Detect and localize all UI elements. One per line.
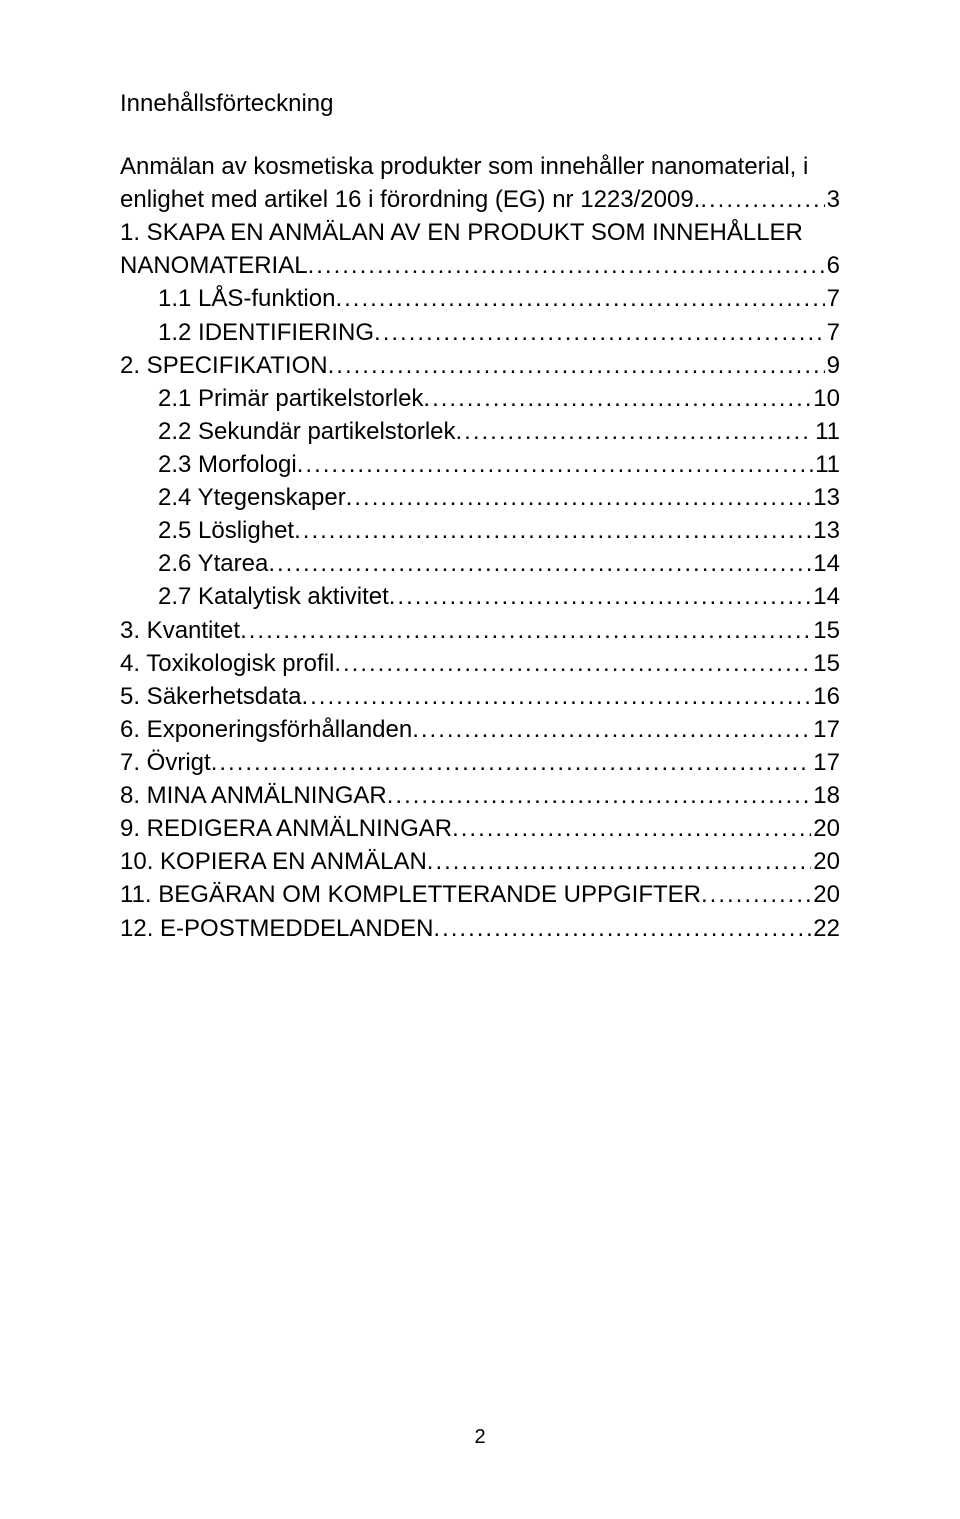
toc-entry-label: 2.1 Primär partikelstorlek <box>158 382 423 415</box>
toc-entry-page: 16 <box>811 680 840 713</box>
toc-entry-page: 11 <box>813 448 840 481</box>
toc-entry: 1. SKAPA EN ANMÄLAN AV EN PRODUKT SOM IN… <box>120 216 840 249</box>
toc-entry: 2. SPECIFIKATION 9 <box>120 349 840 382</box>
toc-dot-leader <box>374 316 825 349</box>
toc-entry-label: 11. BEGÄRAN OM KOMPLETTERANDE UPPGIFTER <box>120 878 701 911</box>
toc-entry-label: 8. MINA ANMÄLNINGAR <box>120 779 387 812</box>
toc-entry-label: 2. SPECIFIKATION <box>120 349 328 382</box>
toc-dot-leader <box>427 845 812 878</box>
toc-dot-leader <box>301 680 811 713</box>
toc-entry: 2.3 Morfologi 11 <box>120 448 840 481</box>
toc-entry: 2.2 Sekundär partikelstorlek 11 <box>120 415 840 448</box>
toc-dot-leader <box>308 249 825 282</box>
toc-entry-page: 20 <box>811 812 840 845</box>
toc-entry-page: 22 <box>811 912 840 945</box>
toc-dot-leader <box>294 514 811 547</box>
toc-entry-label: 2.5 Löslighet <box>158 514 294 547</box>
toc-entry-page: 10 <box>811 382 840 415</box>
toc-entry: 2.1 Primär partikelstorlek 10 <box>120 382 840 415</box>
toc-dot-leader <box>334 647 811 680</box>
toc-entry-label: 9. REDIGERA ANMÄLNINGAR <box>120 812 452 845</box>
toc-entry-label: 2.7 Katalytisk aktivitet <box>158 580 389 613</box>
toc-entry-page: 20 <box>811 878 840 911</box>
toc-entry-page: 3 <box>825 183 840 216</box>
toc-entry-label: 7. Övrigt <box>120 746 211 779</box>
toc-entry-label: 1. SKAPA EN ANMÄLAN AV EN PRODUKT SOM IN… <box>120 216 803 249</box>
toc-entry: 3. Kvantitet 15 <box>120 614 840 647</box>
toc-entry-page: 15 <box>811 614 840 647</box>
toc-entry-page: 13 <box>811 514 840 547</box>
toc-entry: 6. Exponeringsförhållanden 17 <box>120 713 840 746</box>
toc-dot-leader <box>412 713 811 746</box>
toc-entry-page: 11 <box>813 415 840 448</box>
toc-entry-label: 6. Exponeringsförhållanden <box>120 713 412 746</box>
page-number: 2 <box>0 1426 960 1449</box>
toc-dot-leader <box>335 282 824 315</box>
toc-dot-leader <box>701 878 811 911</box>
toc-entry-page: 17 <box>811 746 840 779</box>
toc-entry: 8. MINA ANMÄLNINGAR 18 <box>120 779 840 812</box>
toc-dot-leader <box>211 746 812 779</box>
toc-entry-label: 3. Kvantitet <box>120 614 240 647</box>
toc-entry: 1.2 IDENTIFIERING 7 <box>120 316 840 349</box>
toc-entry-label: 4. Toxikologisk profil <box>120 647 334 680</box>
toc-dot-leader <box>387 779 812 812</box>
toc-entry-label: 12. E-POSTMEDDELANDEN <box>120 912 433 945</box>
toc-entry-page: 14 <box>811 580 840 613</box>
toc-dot-leader <box>297 448 813 481</box>
toc-entry: 2.6 Ytarea 14 <box>120 547 840 580</box>
toc-dot-leader <box>433 912 811 945</box>
toc-entry: 4. Toxikologisk profil 15 <box>120 647 840 680</box>
toc-entry: 5. Säkerhetsdata 16 <box>120 680 840 713</box>
toc-entry-page: 20 <box>811 845 840 878</box>
toc-dot-leader <box>700 183 824 216</box>
toc-entry-label: 10. KOPIERA EN ANMÄLAN <box>120 845 427 878</box>
toc-dot-leader <box>268 547 811 580</box>
toc-entry-page: 14 <box>811 547 840 580</box>
toc-entry-page: 13 <box>811 481 840 514</box>
toc-entry: 1.1 LÅS-funktion 7 <box>120 282 840 315</box>
toc-entry-label: 1.2 IDENTIFIERING <box>158 316 374 349</box>
toc-entry: Anmälan av kosmetiska produkter som inne… <box>120 150 840 183</box>
toc-entry-label: 2.4 Ytegenskaper <box>158 481 346 514</box>
toc-entry: 2.7 Katalytisk aktivitet 14 <box>120 580 840 613</box>
toc-entry: 12. E-POSTMEDDELANDEN 22 <box>120 912 840 945</box>
toc-entry-page: 15 <box>811 647 840 680</box>
toc-dot-leader <box>452 812 811 845</box>
toc-entry-label: Anmälan av kosmetiska produkter som inne… <box>120 150 808 183</box>
toc-entry: 9. REDIGERA ANMÄLNINGAR 20 <box>120 812 840 845</box>
toc-entry-label: 5. Säkerhetsdata <box>120 680 301 713</box>
toc-entry-label: 1.1 LÅS-funktion <box>158 282 335 315</box>
toc-entry: 2.4 Ytegenskaper 13 <box>120 481 840 514</box>
toc-entry-label: NANOMATERIAL <box>120 249 308 282</box>
toc-list: Anmälan av kosmetiska produkter som inne… <box>120 150 840 945</box>
toc-dot-leader <box>240 614 811 647</box>
toc-entry-label: 2.3 Morfologi <box>158 448 297 481</box>
toc-entry: 10. KOPIERA EN ANMÄLAN 20 <box>120 845 840 878</box>
toc-entry-page: 18 <box>811 779 840 812</box>
toc-dot-leader <box>389 580 812 613</box>
toc-entry-page: 6 <box>825 249 840 282</box>
toc-entry: enlighet med artikel 16 i förordning (EG… <box>120 183 840 216</box>
toc-entry-label: 2.2 Sekundär partikelstorlek <box>158 415 456 448</box>
toc-dot-leader <box>346 481 812 514</box>
toc-entry: NANOMATERIAL 6 <box>120 249 840 282</box>
toc-entry-page: 9 <box>825 349 840 382</box>
toc-dot-leader <box>456 415 814 448</box>
toc-entry-page: 17 <box>811 713 840 746</box>
toc-entry-page: 7 <box>825 316 840 349</box>
toc-entry-page: 7 <box>825 282 840 315</box>
toc-entry-label: enlighet med artikel 16 i förordning (EG… <box>120 183 700 216</box>
toc-entry-label: 2.6 Ytarea <box>158 547 268 580</box>
toc-heading: Innehållsförteckning <box>120 90 840 118</box>
toc-entry: 11. BEGÄRAN OM KOMPLETTERANDE UPPGIFTER 2… <box>120 878 840 911</box>
toc-dot-leader <box>423 382 811 415</box>
toc-dot-leader <box>328 349 825 382</box>
toc-entry: 7. Övrigt 17 <box>120 746 840 779</box>
toc-entry: 2.5 Löslighet 13 <box>120 514 840 547</box>
